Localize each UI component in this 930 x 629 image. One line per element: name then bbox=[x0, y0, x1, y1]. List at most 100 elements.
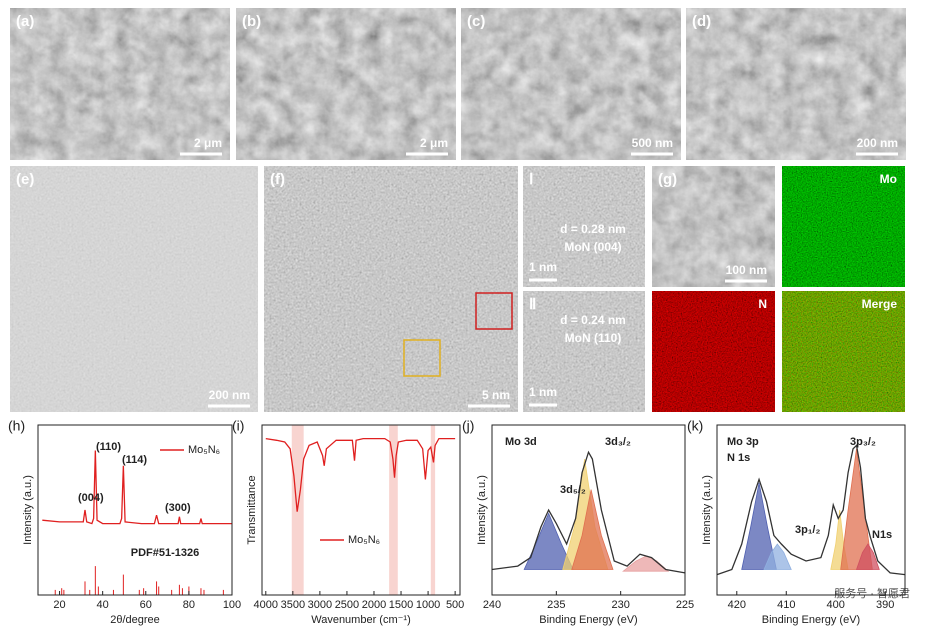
y-axis-label: Transmittance bbox=[246, 475, 258, 544]
panel-label: (a) bbox=[16, 13, 34, 30]
x-tick-label: 3000 bbox=[308, 599, 332, 611]
panel-label: (h) bbox=[8, 418, 25, 434]
x-tick-label: 400 bbox=[827, 599, 845, 611]
spectrum bbox=[265, 437, 456, 512]
x-tick-label: 500 bbox=[446, 599, 464, 611]
scale-label: 1 nm bbox=[529, 260, 557, 274]
x-tick-label: 2500 bbox=[335, 599, 359, 611]
annotation: N1s bbox=[872, 529, 892, 541]
plot-frame bbox=[491, 424, 686, 596]
panel-label: (e) bbox=[16, 171, 34, 188]
x-tick-label: 3500 bbox=[281, 599, 305, 611]
region-box bbox=[475, 292, 513, 330]
annotation: 3d₅/₂ bbox=[560, 484, 586, 496]
micrograph bbox=[10, 8, 230, 160]
panel-label: (d) bbox=[692, 13, 711, 30]
panel-label: (f) bbox=[270, 171, 285, 188]
scale-label: 2 μm bbox=[194, 136, 222, 150]
panel-label: (b) bbox=[242, 13, 261, 30]
hrtem-image bbox=[523, 166, 645, 287]
d-spacing: d = 0.28 nm bbox=[560, 222, 626, 236]
x-tick-label: 410 bbox=[777, 599, 795, 611]
x-tick-label: 20 bbox=[53, 599, 65, 611]
ref-label: PDF#51-1326 bbox=[131, 547, 200, 559]
x-tick-label: 235 bbox=[547, 599, 565, 611]
y-axis-label: Intensity (a.u.) bbox=[476, 475, 488, 545]
x-tick-label: 230 bbox=[611, 599, 629, 611]
x-tick-label: 2000 bbox=[362, 599, 386, 611]
hrtem-label: Ⅱ bbox=[529, 296, 536, 313]
watermark: 服务号 · 智愿君 bbox=[834, 586, 910, 600]
annotation: (004) bbox=[78, 492, 104, 504]
x-tick-label: 80 bbox=[183, 599, 195, 611]
x-tick-label: 40 bbox=[97, 599, 109, 611]
plot-frame bbox=[37, 424, 233, 596]
scale-label: 1 nm bbox=[529, 385, 557, 399]
region-box bbox=[403, 339, 441, 377]
panel-label: (k) bbox=[687, 418, 703, 434]
micrograph bbox=[652, 166, 775, 287]
fit-peak bbox=[571, 489, 614, 570]
spectrum bbox=[491, 450, 686, 574]
plane: MoN (004) bbox=[564, 240, 621, 254]
micrograph bbox=[236, 8, 456, 160]
eds-map bbox=[782, 291, 905, 412]
scale-label: 2 μm bbox=[420, 136, 448, 150]
map-label: N bbox=[758, 297, 767, 311]
x-tick-label: 240 bbox=[483, 599, 501, 611]
x-axis-label: Wavenumber (cm⁻¹) bbox=[311, 614, 411, 626]
annotation: Mo 3p bbox=[727, 436, 759, 448]
scale-label: 200 nm bbox=[209, 388, 250, 402]
panel-label: (g) bbox=[658, 171, 677, 188]
annotation: 3d₃/₂ bbox=[605, 436, 631, 448]
map-label: Merge bbox=[862, 297, 898, 311]
x-tick-label: 4000 bbox=[254, 599, 278, 611]
panel-label: (c) bbox=[467, 13, 485, 30]
x-tick-label: 100 bbox=[223, 599, 241, 611]
annotation: (300) bbox=[165, 502, 191, 514]
legend-label: Mo₅N₆ bbox=[348, 534, 380, 546]
x-tick-label: 1000 bbox=[416, 599, 440, 611]
annotation: (110) bbox=[96, 441, 121, 453]
annotation: Mo 3d bbox=[505, 436, 537, 448]
fit-peak bbox=[763, 543, 792, 570]
eds-map bbox=[652, 291, 775, 412]
x-axis-label: 2θ/degree bbox=[110, 614, 160, 626]
scale-label: 500 nm bbox=[632, 136, 673, 150]
plot-frame bbox=[716, 424, 906, 596]
spectrum bbox=[42, 450, 232, 525]
band bbox=[389, 425, 398, 595]
micrograph-bg bbox=[10, 166, 258, 412]
band bbox=[430, 425, 436, 595]
x-tick-label: 60 bbox=[140, 599, 152, 611]
map-label: Mo bbox=[880, 172, 897, 186]
micrograph bbox=[264, 166, 518, 412]
plane: MoN (110) bbox=[565, 331, 622, 345]
y-axis-label: Intensity (a.u.) bbox=[701, 475, 713, 545]
scale-label: 100 nm bbox=[726, 263, 767, 277]
x-tick-label: 225 bbox=[676, 599, 694, 611]
annotation: (114) bbox=[122, 454, 147, 466]
x-tick-label: 390 bbox=[876, 599, 894, 611]
x-tick-label: 420 bbox=[728, 599, 746, 611]
annotation: 3p₁/₂ bbox=[795, 524, 820, 536]
fit-peak bbox=[622, 555, 670, 572]
panel-label: (j) bbox=[462, 418, 474, 434]
plot-frame bbox=[261, 424, 461, 596]
d-spacing: d = 0.24 nm bbox=[560, 313, 626, 327]
fit-peak bbox=[855, 543, 880, 570]
hrtem-label: Ⅰ bbox=[529, 171, 533, 188]
micrograph bbox=[686, 8, 906, 160]
annotation: 3p₃/₂ bbox=[850, 436, 876, 448]
eds-map bbox=[782, 166, 905, 287]
scale-label: 5 nm bbox=[482, 388, 510, 402]
spectrum bbox=[716, 444, 906, 576]
micrograph bbox=[461, 8, 681, 160]
x-axis-label: Binding Energy (eV) bbox=[762, 614, 860, 626]
x-tick-label: 1500 bbox=[389, 599, 413, 611]
x-axis-label: Binding Energy (eV) bbox=[539, 614, 637, 626]
hrtem-image bbox=[523, 291, 645, 412]
annotation: N 1s bbox=[727, 452, 750, 464]
y-axis-label: Intensity (a.u.) bbox=[22, 475, 34, 545]
